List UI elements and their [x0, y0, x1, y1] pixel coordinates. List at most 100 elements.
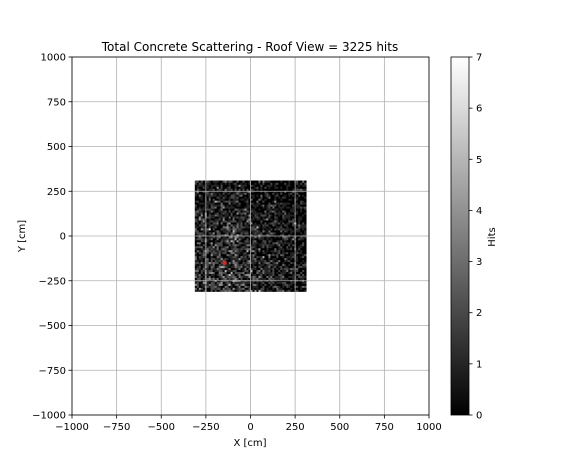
- heatmap-cell: [274, 212, 277, 215]
- heatmap-cell: [274, 243, 277, 247]
- heatmap-cell: [272, 259, 275, 263]
- heatmap-cell: [298, 198, 301, 201]
- heatmap-cell: [260, 263, 263, 267]
- heatmap-cell: [212, 204, 216, 207]
- heatmap-cell: [198, 251, 202, 255]
- heatmap-cell: [262, 273, 265, 276]
- heatmap-cell: [234, 180, 237, 183]
- heatmap-cell: [300, 234, 303, 237]
- heatmap-cell: [216, 204, 220, 207]
- heatmap-cell: [248, 204, 251, 207]
- heatmap-cell: [214, 210, 218, 213]
- heatmap-cell: [244, 237, 247, 241]
- heatmap-cell: [232, 220, 235, 223]
- heatmap-cell: [300, 214, 303, 217]
- heatmap-cell: [218, 257, 222, 261]
- heatmap-cell: [272, 184, 275, 187]
- heatmap-cell: [210, 287, 214, 290]
- heatmap-cell: [198, 184, 202, 187]
- heatmap-cell: [210, 245, 214, 249]
- heatmap-cell: [238, 202, 241, 205]
- heatmap-cell: [264, 224, 267, 227]
- heatmap-cell: [232, 196, 235, 199]
- heatmap-cell: [222, 218, 225, 221]
- heatmap-cell: [302, 184, 305, 187]
- heatmap-cell: [236, 196, 239, 199]
- heatmap-cell: [250, 182, 253, 185]
- heatmap-cell: [234, 234, 237, 237]
- heatmap-cell: [298, 239, 301, 243]
- heatmap-cell: [212, 271, 216, 274]
- heatmap-cell: [226, 245, 229, 249]
- heatmap-cell: [206, 182, 210, 185]
- heatmap-cell: [210, 222, 214, 225]
- heatmap-cell: [226, 230, 229, 233]
- heatmap-cell: [278, 263, 281, 267]
- heatmap-cell: [196, 255, 200, 259]
- heatmap-cell: [208, 281, 212, 284]
- heatmap-cell: [238, 261, 241, 265]
- heatmap-cell: [288, 218, 291, 221]
- heatmap-cell: [262, 200, 265, 203]
- heatmap-cell: [250, 251, 253, 255]
- heatmap-cell: [280, 188, 283, 191]
- heatmap-cell: [302, 192, 305, 195]
- heatmap-cell: [296, 198, 299, 201]
- heatmap-cell: [302, 186, 305, 189]
- heatmap-cell: [208, 245, 212, 249]
- heatmap-cell: [260, 208, 263, 211]
- heatmap-cell: [244, 234, 247, 237]
- heatmap-cell: [222, 184, 225, 187]
- heatmap-cell: [260, 283, 263, 286]
- heatmap-cell: [272, 232, 275, 235]
- heatmap-cell: [234, 192, 237, 195]
- heatmap-cell: [226, 200, 229, 203]
- heatmap-cell: [246, 234, 249, 237]
- heatmap-cell: [208, 261, 212, 265]
- heatmap-cell: [290, 220, 293, 223]
- heatmap-cell: [266, 194, 269, 197]
- heatmap-cell: [212, 188, 216, 191]
- heatmap-cell: [200, 232, 204, 235]
- heatmap-cell: [200, 271, 204, 274]
- heatmap-cell: [278, 259, 281, 263]
- heatmap-cell: [246, 184, 249, 187]
- heatmap-cell: [202, 200, 206, 203]
- heatmap-cell: [234, 216, 237, 219]
- heatmap-cell: [280, 263, 283, 267]
- heatmap-cell: [266, 259, 269, 263]
- heatmap-cell: [206, 188, 210, 191]
- heatmap-cell: [242, 289, 245, 292]
- heatmap-cell: [250, 245, 253, 249]
- heatmap-cell: [258, 265, 261, 269]
- y-tick-label: 0: [60, 232, 66, 243]
- heatmap-cell: [266, 232, 269, 235]
- heatmap-cell: [222, 192, 225, 195]
- heatmap-cell: [302, 230, 305, 233]
- heatmap-cell: [232, 218, 235, 221]
- heatmap-cell: [304, 204, 307, 207]
- heatmap-cell: [200, 188, 204, 191]
- heatmap-cell: [202, 202, 206, 205]
- heatmap-cell: [270, 277, 273, 280]
- heatmap-cell: [222, 243, 225, 247]
- heatmap-cell: [238, 249, 241, 253]
- heatmap-cell: [290, 247, 293, 251]
- heatmap-cell: [230, 239, 233, 243]
- heatmap-cell: [260, 251, 263, 255]
- heatmap-cell: [212, 245, 216, 249]
- heatmap-cell: [210, 192, 214, 195]
- heatmap-cell: [220, 220, 223, 223]
- heatmap-cell: [284, 226, 287, 229]
- heatmap-cell: [292, 212, 295, 215]
- heatmap-cell: [300, 206, 303, 209]
- heatmap-cell: [196, 239, 200, 243]
- heatmap-cell: [208, 241, 212, 245]
- heatmap-cell: [218, 198, 222, 201]
- heatmap-cell: [286, 265, 289, 269]
- heatmap-cell: [280, 196, 283, 199]
- heatmap-cell: [256, 257, 259, 261]
- heatmap-cell: [194, 261, 198, 265]
- heatmap-cell: [256, 285, 259, 288]
- heatmap-cell: [218, 208, 222, 211]
